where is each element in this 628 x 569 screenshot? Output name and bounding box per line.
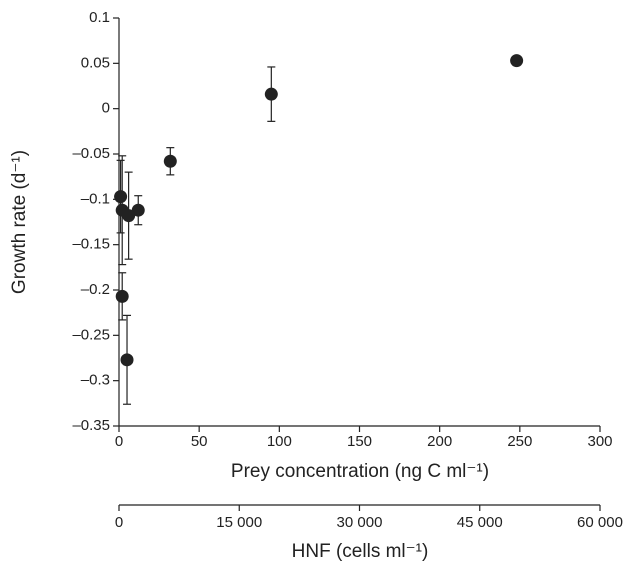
x-tick-label: 250 [507,433,532,450]
y-tick-label: –0.05 [72,145,110,162]
x-tick-label: 150 [347,433,372,450]
x2-axis-title: HNF (cells ml⁻¹) [292,541,429,562]
y-tick-label: –0.1 [81,190,110,207]
x2-tick-label: 15 000 [216,514,262,531]
x-tick-label: 100 [267,433,292,450]
x2-tick-label: 0 [115,514,123,531]
x2-tick-label: 45 000 [457,514,503,531]
y-tick-label: 0.05 [81,54,110,71]
x-tick-label: 300 [587,433,612,450]
y-tick-label: –0.25 [72,326,110,343]
point [510,54,524,68]
x-tick-label: 200 [427,433,452,450]
point [264,87,278,101]
x-tick-label: 50 [191,433,208,450]
y-axis-title: Growth rate (d⁻¹) [9,150,30,294]
y-tick-label: 0 [102,100,110,117]
x-tick-label: 0 [115,433,123,450]
point [115,289,129,303]
y-tick-label: –0.3 [81,372,110,389]
point [120,353,134,367]
point [131,203,145,217]
y-tick-label: –0.15 [72,236,110,253]
x2-tick-label: 60 000 [577,514,623,531]
y-tick-label: –0.2 [81,281,110,298]
point [114,190,128,204]
x2-tick-label: 30 000 [337,514,383,531]
x-axis-title: Prey concentration (ng C ml⁻¹) [231,461,489,482]
point [115,203,129,217]
point [163,154,177,168]
y-tick-label: –0.35 [72,417,110,434]
y-tick-label: 0.1 [89,9,110,26]
